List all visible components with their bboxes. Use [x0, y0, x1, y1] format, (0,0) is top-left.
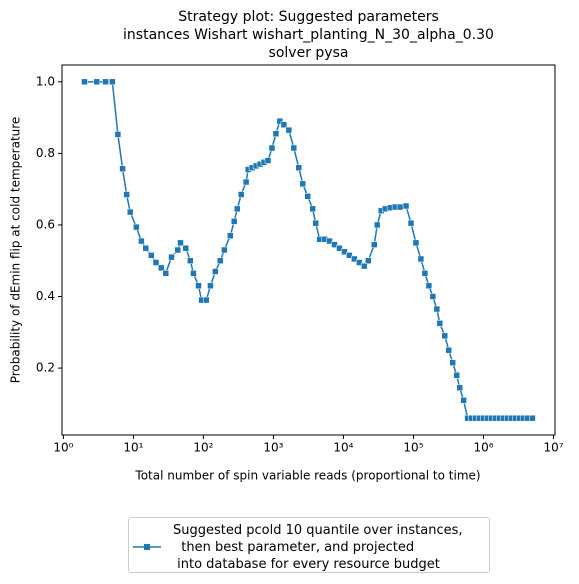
x-tick-label: 10⁰	[53, 441, 73, 455]
y-tick-label: 0.4	[36, 289, 55, 303]
marker	[285, 126, 293, 134]
plot-frame	[61, 64, 556, 436]
marker	[276, 117, 284, 125]
marker	[126, 208, 134, 216]
marker	[81, 78, 88, 86]
marker	[351, 255, 358, 263]
marker	[295, 164, 303, 171]
marker	[336, 244, 343, 252]
marker	[148, 252, 155, 259]
marker	[212, 268, 219, 275]
marker	[299, 180, 306, 188]
marker	[114, 131, 122, 138]
marker	[529, 414, 536, 422]
marker	[221, 246, 228, 254]
marker	[417, 255, 425, 263]
marker	[429, 293, 437, 300]
x-axis-label: Total number of spin variable reads (pro…	[134, 469, 480, 483]
y-tick-label: 0.2	[36, 361, 55, 375]
y-tick-label: 1.0	[36, 74, 55, 88]
legend-marker	[144, 544, 150, 550]
series-line	[84, 81, 533, 419]
marker	[331, 241, 338, 248]
y-tick-label: 0.6	[36, 217, 55, 231]
marker	[93, 78, 101, 86]
marker	[402, 202, 410, 210]
marker	[445, 346, 453, 354]
marker	[230, 218, 238, 225]
marker	[280, 121, 288, 129]
marker	[460, 397, 467, 404]
marker	[412, 239, 420, 247]
marker	[436, 320, 444, 327]
marker	[365, 257, 372, 264]
marker	[217, 257, 224, 264]
marker	[453, 371, 460, 379]
marker	[373, 221, 381, 229]
marker	[123, 191, 130, 198]
marker	[133, 223, 140, 231]
marker	[182, 244, 190, 252]
x-tick-label: 10⁴	[333, 441, 353, 455]
marker	[162, 270, 170, 277]
legend-label: Suggested pcold 10 quantile over instanc…	[173, 523, 463, 572]
marker	[138, 237, 145, 245]
marker	[304, 193, 311, 200]
chart-title: Strategy plot: Suggested parameters inst…	[123, 9, 494, 61]
marker	[177, 239, 184, 247]
x-tick-label: 10³	[263, 441, 283, 455]
legend: Suggested pcold 10 quantile over instanc…	[128, 517, 490, 573]
marker	[187, 257, 194, 264]
marker	[290, 144, 298, 152]
marker	[233, 205, 241, 213]
marker	[109, 78, 116, 86]
marker	[268, 144, 276, 152]
marker	[433, 305, 441, 313]
legend-swatch	[133, 544, 161, 550]
x-tick-label: 10⁵	[403, 441, 423, 455]
x-tick-label: 10¹	[123, 441, 143, 455]
marker	[356, 259, 363, 266]
marker	[272, 130, 280, 137]
marker	[195, 282, 202, 290]
marker	[190, 270, 197, 277]
marker	[346, 252, 353, 259]
marker	[237, 191, 245, 198]
marker	[341, 248, 348, 256]
marker	[142, 244, 149, 252]
marker	[242, 178, 250, 186]
marker	[425, 282, 433, 290]
marker	[371, 241, 378, 248]
marker	[168, 253, 175, 261]
marker	[119, 165, 126, 173]
marker	[407, 219, 415, 227]
marker	[326, 237, 333, 245]
marker	[449, 359, 456, 366]
y-axis-label: Probability of dEmin flip at cold temper…	[9, 117, 23, 384]
y-tick-label: 0.8	[36, 146, 55, 160]
x-tick-label: 10⁷	[543, 441, 563, 455]
marker	[264, 157, 272, 164]
marker	[102, 78, 109, 86]
marker	[203, 296, 210, 304]
marker	[312, 219, 319, 227]
marker	[174, 246, 182, 254]
x-tick-label: 10²	[193, 441, 213, 455]
marker	[158, 264, 165, 272]
x-tick-label: 10⁶	[473, 441, 493, 455]
marker	[396, 203, 404, 211]
marker	[361, 262, 368, 270]
marker	[152, 259, 160, 266]
marker	[441, 332, 449, 340]
marker	[456, 384, 463, 392]
marker	[207, 282, 214, 290]
marker	[227, 232, 234, 239]
marker	[421, 270, 429, 277]
marker	[309, 205, 316, 213]
